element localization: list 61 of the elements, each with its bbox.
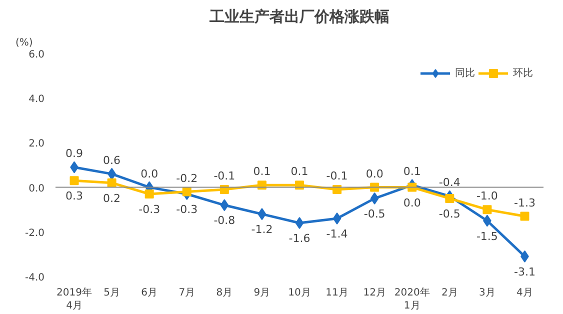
x-tick-label: 7月	[178, 288, 196, 298]
x-tick-label: 10月	[288, 288, 311, 298]
data-label: 0.1	[290, 165, 308, 178]
data-label: -0.2	[176, 172, 198, 185]
x-tick-label: 4月	[516, 288, 533, 298]
data-label: 0.1	[403, 165, 421, 178]
y-axis-title: (%)	[16, 38, 33, 48]
data-label: 0.0	[403, 196, 421, 210]
data-label: -1.4	[326, 228, 348, 241]
x-tick-label: 11月	[326, 288, 348, 298]
data-label: -0.1	[214, 170, 236, 183]
legend-label: 环比	[513, 66, 533, 80]
point	[220, 199, 229, 212]
data-label: -0.4	[438, 176, 460, 190]
x-tick-label: 3月	[479, 288, 496, 298]
point	[520, 212, 530, 221]
data-label: -0.1	[326, 170, 348, 183]
legend-label: 同比	[455, 66, 475, 80]
x-tick-label: 6月	[141, 288, 158, 298]
data-label: 0.0	[140, 167, 158, 180]
data-label: 0.3	[66, 190, 84, 203]
point	[332, 212, 342, 225]
data-label: -1.0	[476, 190, 498, 203]
y-tick-label: 4.0	[28, 94, 45, 106]
point	[482, 205, 492, 214]
point	[144, 189, 154, 198]
point	[107, 178, 116, 188]
data-label: -0.5	[438, 207, 460, 220]
point	[370, 192, 379, 204]
y-tick-label: -4.0	[24, 272, 45, 284]
data-label: -0.8	[214, 214, 236, 228]
y-tick-label: -2.0	[24, 228, 45, 239]
x-tick-label: 2月	[441, 288, 458, 298]
point	[182, 187, 192, 196]
data-label: -0.3	[176, 202, 198, 216]
x-tick-label: 2020年 1月	[394, 286, 430, 312]
x-tick-label: 12月	[363, 288, 386, 298]
data-label: -1.5	[476, 230, 498, 243]
data-label: -1.2	[251, 223, 273, 236]
point	[295, 216, 304, 229]
y-tick-label: 0.0	[28, 183, 45, 194]
y-tick-label: 2.0	[28, 138, 45, 150]
data-label: 0.9	[66, 147, 84, 160]
data-label: 0.6	[103, 154, 121, 167]
data-label: -1.6	[288, 232, 310, 245]
data-label: 0.0	[366, 167, 384, 180]
data-label: -1.3	[514, 196, 536, 210]
chart-title: 工业生产者出厂价格涨跌幅	[208, 8, 390, 26]
data-label: -0.5	[364, 207, 386, 220]
x-tick-label: 5月	[104, 288, 120, 298]
point	[445, 194, 454, 203]
x-tick-label: 2019年 4月	[56, 286, 92, 312]
point	[258, 208, 266, 220]
data-label: -3.1	[514, 265, 536, 278]
x-tick-label: 8月	[216, 288, 233, 298]
data-label: 0.1	[253, 165, 271, 178]
data-label: -0.3	[138, 202, 160, 216]
x-tick-label: 9月	[254, 288, 270, 298]
point	[70, 176, 79, 186]
data-label: 0.2	[103, 192, 121, 205]
y-tick-label: 6.0	[28, 50, 45, 60]
